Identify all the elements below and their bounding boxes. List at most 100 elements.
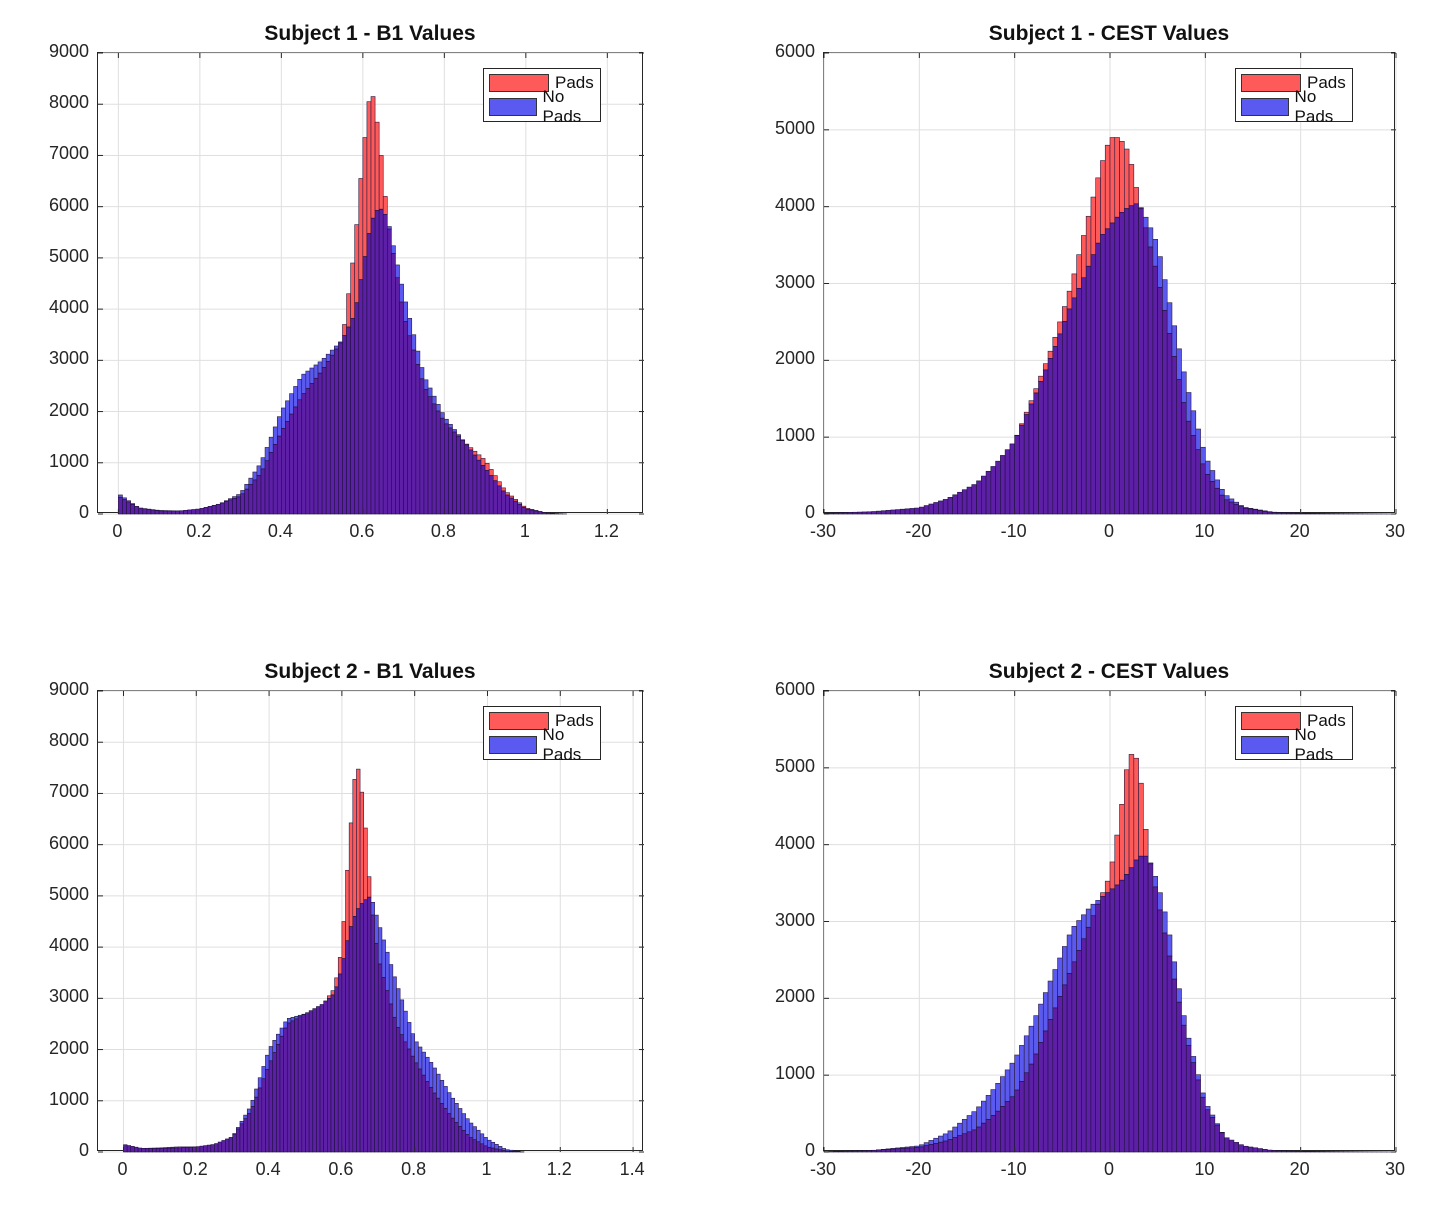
bar-overlap [833,512,839,515]
bar-overlap [195,1146,201,1153]
bar-overlap [150,509,156,515]
bar-overlap [1166,333,1173,515]
bar-overlap [494,1148,499,1153]
bar-no-pads [494,1144,499,1150]
bar-no-pads [479,1133,485,1145]
y-tick-label: 1000 [774,1063,815,1084]
bar-no-pads [321,357,327,368]
bar-overlap [329,354,335,515]
bar-overlap [1071,297,1077,515]
x-tick-label: 0.2 [186,521,212,541]
bar-overlap [388,1003,394,1153]
bar-pads [382,196,388,215]
bar-no-pads [472,1126,477,1141]
bar-no-pads [1181,1015,1187,1026]
bar-overlap [174,1147,179,1153]
bar-no-pads [476,1129,481,1143]
bar-no-pads [1157,256,1163,288]
x-tick-label: 1.2 [546,1159,572,1179]
legend-item-pads: Pads [489,709,594,733]
bar-overlap [1228,1139,1235,1153]
bar-overlap [363,899,368,1153]
bar-overlap [428,1087,434,1153]
bar-overlap [890,1148,896,1153]
bar-pads [1128,164,1135,207]
x-tick-label: 0.8 [430,521,456,541]
bar-overlap [885,1149,892,1153]
bar-overlap [1081,277,1087,515]
bar-overlap [541,512,547,515]
bar-pads [480,458,486,466]
x-tick-label: 1.4 [619,1159,645,1179]
bar-no-pads [1038,1003,1044,1043]
bar-overlap [1114,216,1120,515]
x-tick-label: -20 [905,521,932,541]
bar-overlap [228,499,233,515]
bar-pads [330,990,335,996]
bar-overlap [914,507,920,515]
bar-overlap [1028,1063,1035,1153]
chart-title: Subject 2 - CEST Values [988,660,1230,683]
bar-overlap [268,452,274,515]
bar-no-pads [281,407,286,429]
bar-pads [348,822,354,927]
bar-overlap [382,214,388,515]
bar-no-pads [1152,239,1158,267]
bar-overlap [362,256,368,515]
bar-pads [359,791,365,904]
bar-no-pads [450,1097,456,1119]
bar-overlap [1100,896,1106,1153]
bar-no-pads [415,350,421,365]
bar-overlap [163,1147,168,1153]
bar-overlap [847,1150,853,1153]
bar-overlap [1324,1151,1330,1153]
bar-overlap [971,1129,977,1153]
bar-pads [370,96,376,219]
bar-overlap [211,504,217,515]
legend-label: No Pads [542,87,582,126]
bar-no-pads [1095,900,1101,905]
bar-overlap [203,507,209,515]
bar-overlap [257,1087,263,1153]
bar-overlap [448,427,453,515]
legend-swatch-pads [489,74,549,92]
bar-no-pads [256,465,262,476]
x-tick-label: 0.4 [267,521,293,541]
bar-overlap [985,470,992,515]
bar-pads [1066,290,1073,310]
bar-pads [509,495,514,499]
bar-pads [505,492,510,496]
bar-overlap [947,1139,954,1153]
bar-overlap [1195,449,1201,515]
bar-overlap [1014,1089,1020,1153]
y-tick-label: 4000 [774,194,815,215]
bar-overlap [899,508,906,515]
bar-pads [342,324,347,336]
legend: Pads No Pads [483,68,601,126]
bar-overlap [852,1150,858,1153]
bar-overlap [187,509,193,515]
bar-overlap [479,1143,485,1153]
bar-overlap [159,1148,164,1153]
bar-overlap [852,511,858,515]
bar-no-pads [1004,1069,1011,1102]
bar-overlap [1157,287,1163,515]
bar-overlap [976,1126,982,1153]
bar-overlap [885,510,892,515]
bar-overlap [452,431,457,515]
y-tick-label: 1000 [48,450,89,471]
bar-pads [327,995,332,999]
legend: Pads No Pads [1235,68,1353,126]
y-tick-label: 2000 [48,1037,89,1058]
bar-overlap [1157,909,1163,1153]
bar-overlap [1214,1124,1220,1153]
bar-overlap [1123,874,1130,1153]
bar-pads [484,462,490,471]
legend-label: No Pads [1294,725,1334,764]
y-tick-label: 9000 [48,679,89,699]
bar-no-pads [276,416,282,437]
bar-overlap [961,489,968,515]
histogram-svg [823,52,1397,515]
bar-overlap [842,512,849,515]
bar-pads [1114,137,1120,218]
